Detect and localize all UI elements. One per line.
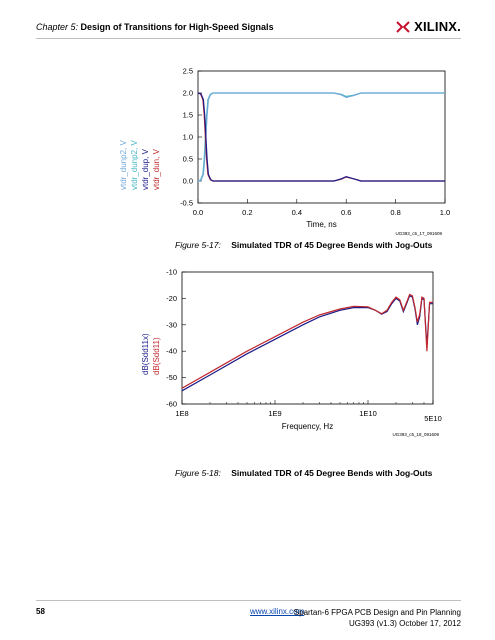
legend-entry: dB(Sdd11): [152, 337, 161, 375]
figure-title: Simulated TDR of 45 Degree Bends with Jo…: [231, 240, 433, 250]
figure-code: UG393_c5_18_091609: [392, 432, 439, 437]
page-number: 58: [36, 607, 45, 616]
y-tick-label: 1.5: [183, 111, 193, 120]
y-tick-label: 1.0: [183, 133, 193, 142]
logo-text: XILINX.: [414, 19, 461, 34]
x-axis-label: Time, ns: [306, 220, 336, 229]
figure-code: UG393_c5_17_091609: [395, 231, 442, 236]
footer-doc-info: Spartan-6 FPGA PCB Design and Pin Planni…: [294, 607, 461, 629]
header-rule: [36, 38, 461, 39]
x-axis-label: Frequency, Hz: [282, 422, 333, 431]
chart-tdr: 2.52.01.51.00.50.0-0.50.0 0.2 0.4 0.6 0.8 1.0…: [119, 67, 450, 237]
series-line: [197, 92, 445, 182]
chapter-label: Chapter 5:: [36, 22, 79, 32]
legend-entry: dB(Sdd11x): [141, 333, 150, 375]
x-tick-label: 0.2: [242, 208, 252, 217]
series-line: [181, 293, 433, 389]
figure-title: Simulated TDR of 45 Degree Bends with Jo…: [231, 468, 433, 478]
figure-number: Figure 5-18:: [175, 468, 221, 478]
doc-title: Spartan-6 FPGA PCB Design and Pin Planni…: [293, 608, 461, 617]
y-tick-label: -0.5: [180, 199, 193, 208]
footer-rule: [36, 600, 461, 601]
xilinx-logo-icon: [396, 20, 410, 33]
footer-link[interactable]: www.xilinx.com: [250, 607, 305, 616]
page-header: Chapter 5: Design of Transitions for Hig…: [36, 22, 274, 32]
figure-5-18-caption: Figure 5-18: Simulated TDR of 45 Degree …: [175, 468, 432, 478]
chapter-title: Design of Transitions for High-Speed Sig…: [80, 22, 274, 32]
legend-entry: vtdr_dunp2, V: [119, 140, 128, 190]
x-tick-label: 1E10: [359, 409, 377, 418]
x-tick-label: 0.8: [390, 208, 400, 217]
figure-5-17-caption: Figure 5-17: Simulated TDR of 45 Degree …: [175, 240, 432, 250]
doc-id: UG393 (v1.3) October 17, 2012: [348, 619, 461, 628]
figure-number: Figure 5-17:: [175, 240, 221, 250]
y-tick-label: 2.5: [183, 67, 193, 76]
legend-entry: vtdr_dun, V: [152, 148, 161, 190]
y-tick-label: -60: [166, 400, 177, 409]
x-tick-label: 0.4: [292, 208, 302, 217]
y-tick-label: -50: [166, 373, 177, 382]
plot-frame: [181, 271, 434, 405]
x-tick-label: 1E9: [268, 409, 281, 418]
y-tick-label: -20: [166, 294, 177, 303]
series-line: [197, 92, 445, 182]
y-tick-label: -10: [166, 268, 177, 277]
y-tick-label: 0.5: [183, 155, 193, 164]
xilinx-logo: XILINX.: [396, 19, 461, 34]
x-tick-label: 1.0: [440, 208, 450, 217]
x-tick-label: 1E8: [175, 409, 188, 418]
y-tick-label: -40: [166, 347, 177, 356]
x-tick-label: 0.6: [341, 208, 351, 217]
y-tick-label: 0.0: [183, 177, 193, 186]
y-tick-label: -30: [166, 320, 177, 329]
y-tick-label: 2.0: [183, 89, 193, 98]
series-line: [181, 294, 433, 392]
legend-entry: vtdr_dup, V: [141, 148, 150, 190]
legend-entry: vtdr_dunp2, V: [130, 140, 139, 190]
x-tick-label: 0.0: [193, 208, 203, 217]
x-tick-label: 5E10: [424, 414, 442, 423]
